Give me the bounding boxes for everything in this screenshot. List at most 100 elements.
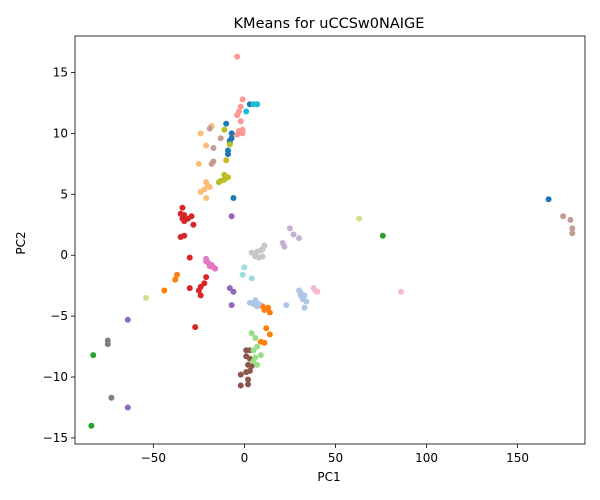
scatter-point: [161, 287, 168, 294]
plot-frame: [74, 35, 586, 445]
scatter-point: [203, 258, 210, 265]
scatter-point: [210, 158, 217, 165]
scatter-point: [248, 330, 255, 337]
scatter-point: [283, 302, 290, 309]
scatter-point: [221, 176, 228, 183]
scatter-point: [245, 376, 252, 383]
scatter-point: [254, 101, 261, 108]
scatter-point: [203, 194, 210, 201]
scatter-point: [286, 225, 293, 232]
scatter-point: [314, 288, 321, 295]
scatter-point: [228, 213, 235, 220]
x-tick-label: 0: [241, 451, 249, 465]
scatter-point: [257, 338, 264, 345]
scatter-point: [248, 363, 255, 370]
scatter-point: [226, 141, 233, 148]
scatter-point: [246, 367, 253, 374]
scatter-point: [179, 204, 186, 211]
scatter-point: [197, 292, 204, 299]
scatter-point: [124, 404, 131, 411]
scatter-point: [203, 274, 210, 281]
y-tick-label: 10: [53, 126, 68, 140]
scatter-point: [239, 271, 246, 278]
scatter-point: [234, 53, 241, 60]
scatter-point: [192, 324, 199, 331]
scatter-point: [186, 254, 193, 261]
scatter-point: [195, 287, 202, 294]
scatter-point: [290, 231, 297, 238]
scatter-point: [250, 358, 257, 365]
scatter-point: [217, 135, 224, 142]
scatter-point: [254, 361, 261, 368]
scatter-point: [210, 145, 217, 152]
scatter-point: [248, 249, 255, 256]
scatter-point: [266, 309, 273, 316]
scatter-point: [230, 288, 237, 295]
scatter-point: [104, 341, 111, 348]
scatter-point: [215, 179, 222, 186]
scatter-point: [250, 347, 257, 354]
scatter-point: [172, 276, 179, 283]
y-tick-label: 0: [60, 248, 68, 262]
scatter-point: [239, 130, 246, 137]
scatter-point: [234, 131, 241, 138]
scatter-point: [237, 382, 244, 389]
x-tick-label: 150: [506, 451, 529, 465]
scatter-point: [90, 352, 97, 359]
scatter-point: [257, 352, 264, 359]
y-tick-label: 15: [53, 66, 68, 80]
y-tick-label: −10: [43, 370, 68, 384]
scatter-point: [186, 285, 193, 292]
scatter-point: [203, 179, 210, 186]
scatter-point: [265, 304, 272, 311]
scatter-point: [252, 253, 259, 260]
scatter-point: [248, 275, 255, 282]
scatter-point: [221, 126, 228, 133]
scatter-point: [263, 325, 270, 332]
scatter-point: [254, 248, 261, 255]
scatter-point: [212, 265, 219, 272]
scatter-point: [188, 213, 195, 220]
y-axis: −15 −10 −5 0 5 10 15: [43, 66, 75, 445]
scatter-point: [246, 299, 253, 306]
scatter-point: [237, 118, 244, 125]
scatter-point: [239, 96, 246, 103]
scatter-point: [197, 130, 204, 137]
scatter-point: [88, 422, 95, 429]
scatter-point: [108, 394, 115, 401]
scatter-point: [254, 343, 261, 350]
scatter-point: [237, 103, 244, 110]
scatter-point: [124, 316, 131, 323]
scatter-point: [296, 235, 303, 242]
chart-title: KMeans for uCCSw0NAIGE: [234, 16, 425, 32]
x-axis-label: PC1: [317, 470, 340, 484]
scatter-point: [203, 142, 210, 149]
y-tick-label: −5: [50, 309, 68, 323]
x-tick-label: 50: [328, 451, 343, 465]
scatter-point: [230, 194, 237, 201]
scatter-point: [266, 331, 273, 338]
scatter-point: [560, 213, 567, 220]
scatter-point: [177, 210, 184, 217]
scatter-point: [281, 243, 288, 250]
scatter-point: [356, 215, 363, 222]
scatter-point: [303, 298, 310, 305]
scatter-point: [379, 232, 386, 239]
y-tick-label: 5: [60, 187, 68, 201]
y-axis-label: PC2: [14, 231, 28, 254]
points-layer: [88, 53, 576, 429]
y-tick-label: −15: [43, 431, 68, 445]
scatter-point: [143, 294, 150, 301]
scatter-point: [223, 157, 230, 164]
scatter-point: [190, 221, 197, 228]
scatter-point: [252, 335, 259, 342]
scatter-point: [254, 303, 261, 310]
scatter-point: [569, 225, 576, 232]
scatter-point: [228, 302, 235, 309]
scatter-point: [569, 230, 576, 237]
scatter-point: [177, 233, 184, 240]
scatter-point: [197, 188, 204, 195]
scatter-point: [567, 216, 574, 223]
scatter-point: [226, 285, 233, 292]
scatter-point: [237, 371, 244, 378]
